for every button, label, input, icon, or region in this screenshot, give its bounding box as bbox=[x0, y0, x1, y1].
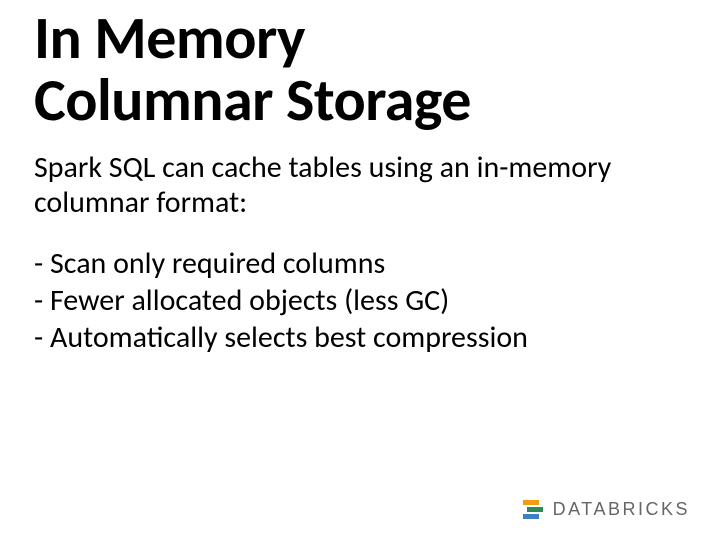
bullet-item: - Automatically selects best compression bbox=[34, 320, 686, 357]
bullet-item: - Fewer allocated objects (less GC) bbox=[34, 283, 686, 320]
slide-container: In Memory Columnar Storage Spark SQL can… bbox=[0, 0, 720, 540]
slide-subtitle: Spark SQL can cache tables using an in-m… bbox=[34, 150, 686, 221]
title-line-2: Columnar Storage bbox=[34, 64, 471, 137]
bullet-item: - Scan only required columns bbox=[34, 246, 686, 283]
databricks-logo: DATABRICKS bbox=[523, 499, 690, 520]
slide-title: In Memory Columnar Storage bbox=[34, 8, 686, 132]
databricks-logo-icon bbox=[523, 500, 545, 520]
databricks-logo-text: DATABRICKS bbox=[553, 499, 690, 520]
bullet-list: - Scan only required columns - Fewer all… bbox=[34, 246, 686, 356]
